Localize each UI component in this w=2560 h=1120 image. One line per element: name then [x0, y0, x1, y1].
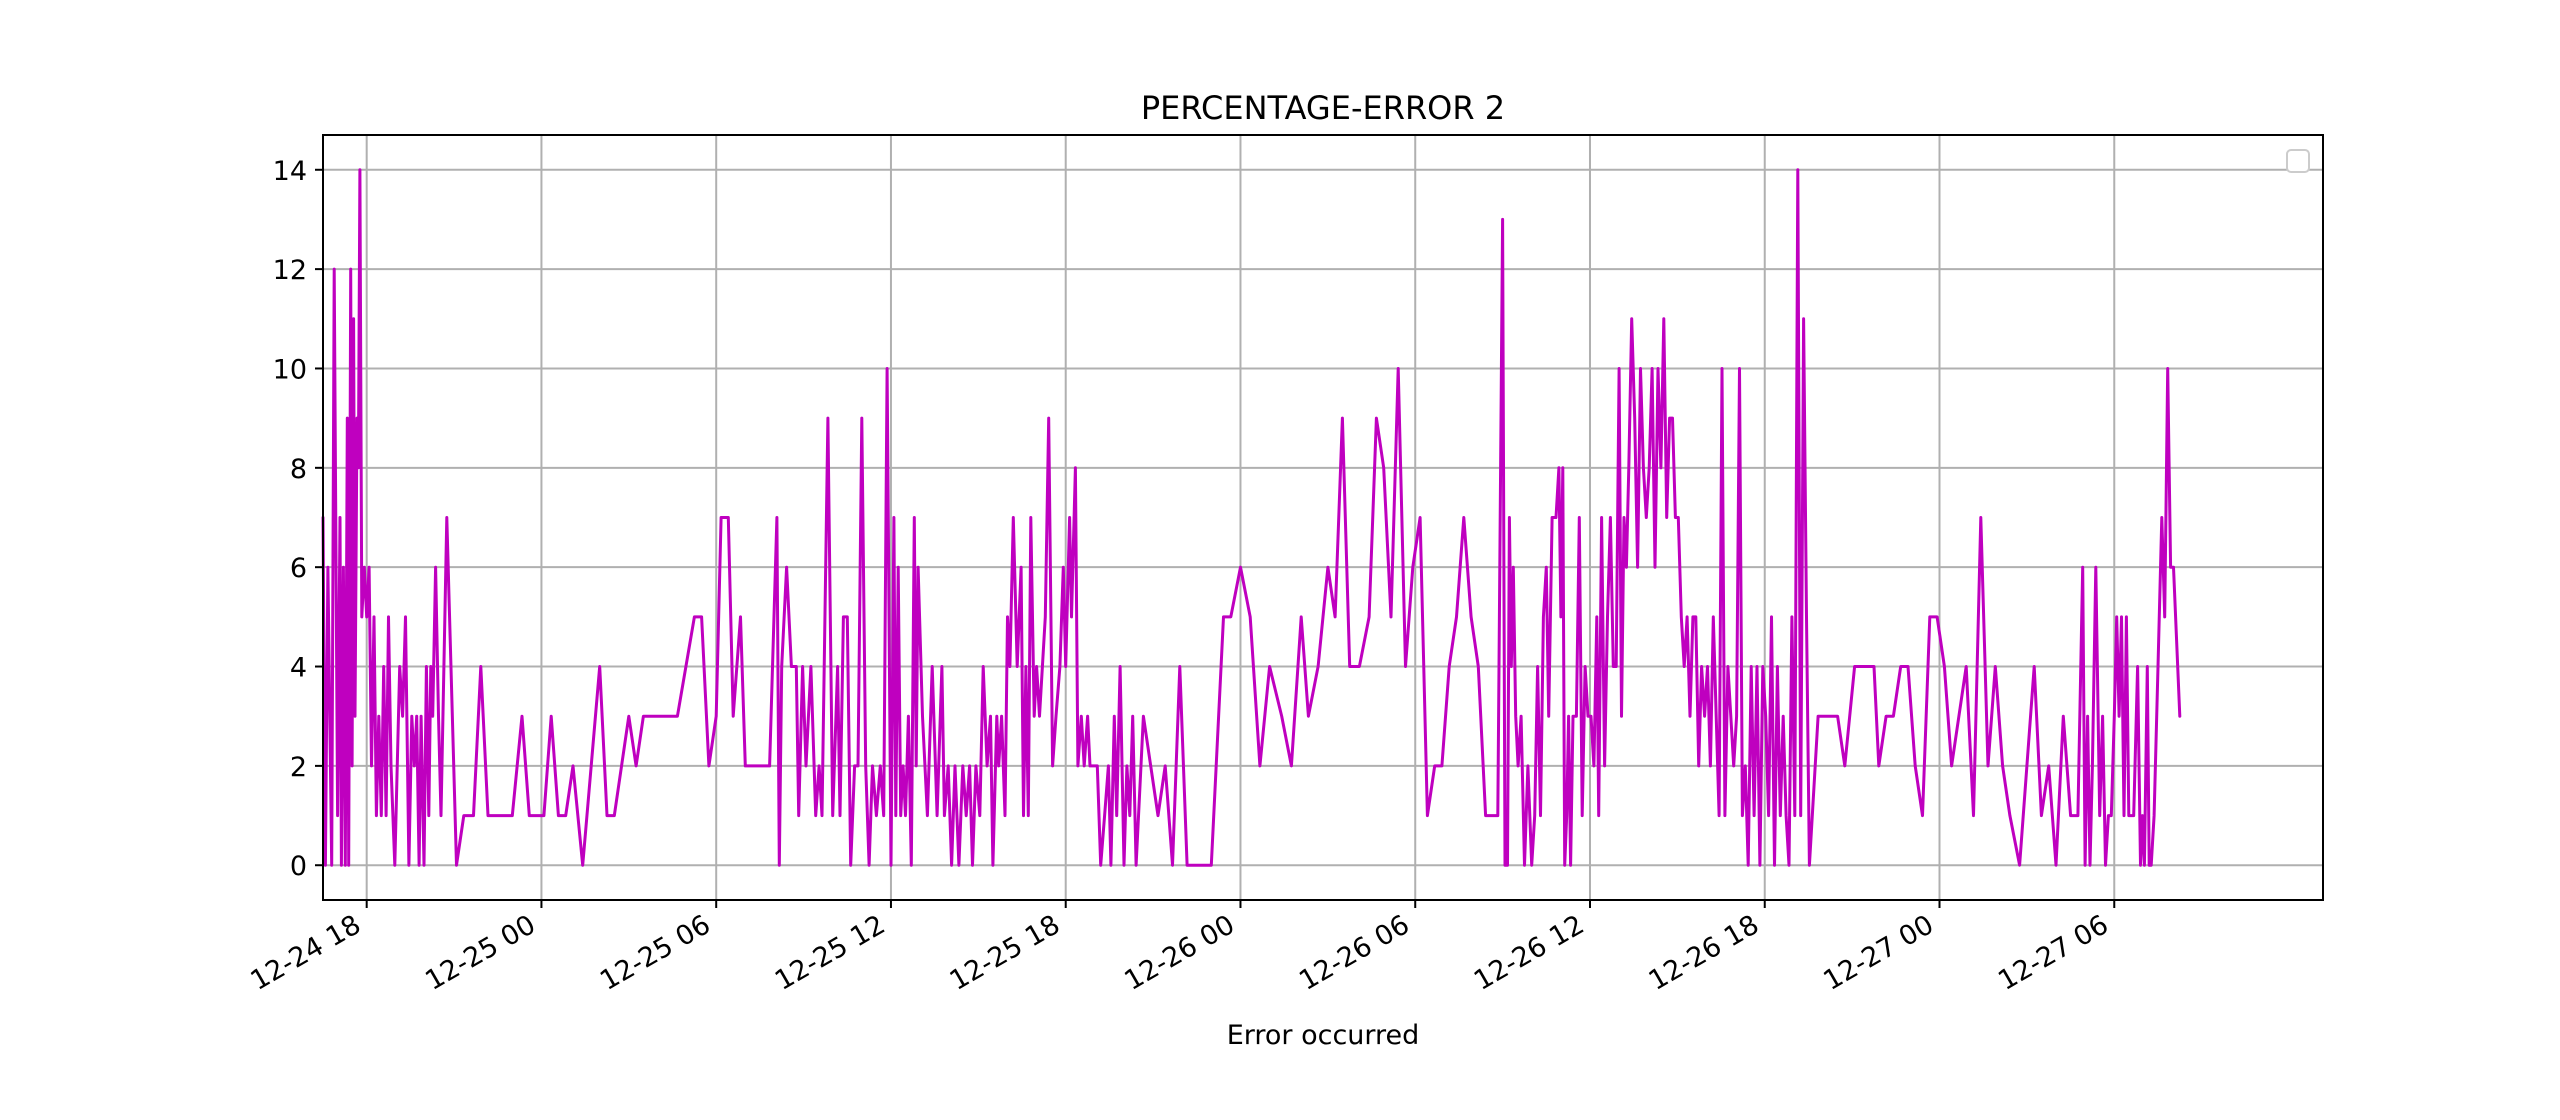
y-tick-label: 14: [273, 156, 307, 187]
y-axis: 0 2 4 6 8 10 12 14: [273, 156, 323, 882]
series-line: [321, 168, 2182, 867]
series-layer: [321, 168, 2182, 867]
y-tick-label: 10: [273, 354, 307, 385]
y-tick-label: 4: [290, 653, 307, 684]
y-tick-label: 0: [290, 851, 307, 882]
y-tick-label: 8: [290, 454, 307, 485]
y-tick-label: 6: [290, 553, 307, 584]
y-tick-label: 2: [290, 752, 307, 783]
chart-title: PERCENTAGE-ERROR 2: [1141, 89, 1505, 127]
grid-lines: [323, 135, 2323, 900]
y-tick-label: 12: [273, 255, 307, 286]
legend: [2286, 149, 2310, 173]
plot-frame: [322, 134, 2324, 901]
x-axis-title: Error occurred: [1227, 1020, 1420, 1051]
